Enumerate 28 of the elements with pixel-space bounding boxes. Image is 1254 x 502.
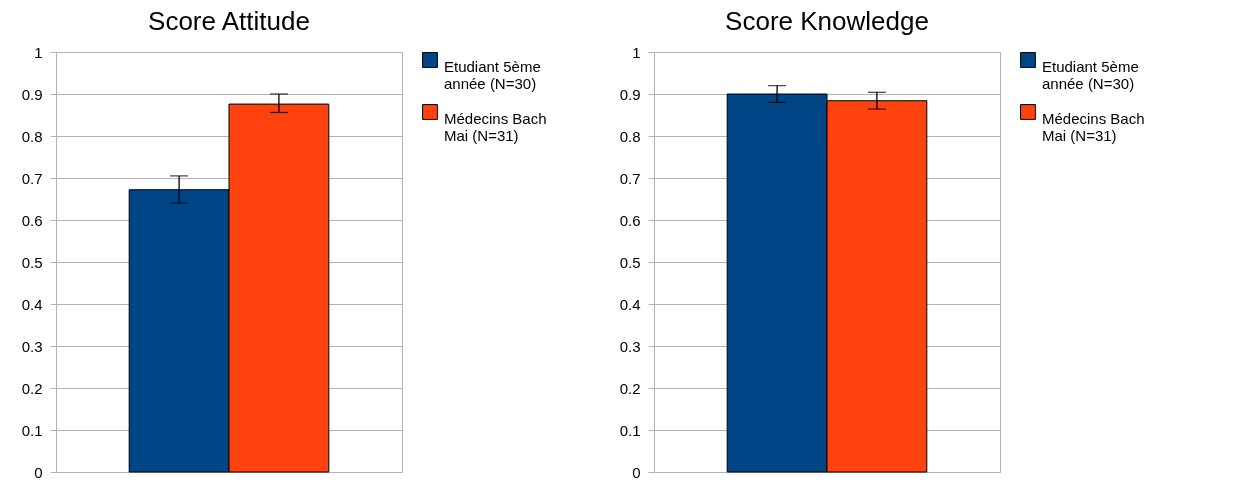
chart-title: Score Attitude	[148, 6, 310, 36]
y-tick-label: 0.9	[619, 85, 641, 103]
y-tick-label: 0.4	[21, 295, 43, 313]
y-tick-label: 0.1	[21, 421, 43, 439]
y-tick-label: 0.7	[619, 169, 641, 187]
legend-label: Médecins Bach Mai (N=31)	[1042, 110, 1145, 144]
y-tick-label: 0.9	[21, 85, 43, 103]
y-tick-label: 0	[632, 463, 641, 481]
chart-title: Score Knowledge	[725, 6, 929, 36]
legend-label: Etudiant 5ème année (N=30)	[1042, 58, 1139, 92]
y-tick-label: 0.5	[619, 253, 641, 271]
y-tick-label: 0.2	[619, 379, 641, 397]
y-tick-label: 0.1	[619, 421, 641, 439]
y-tick-label: 0.2	[21, 379, 43, 397]
y-tick-label: 0.6	[21, 211, 43, 229]
y-tick-label: 0.3	[21, 337, 43, 355]
y-tick-label: 0.3	[619, 337, 641, 355]
y-tick-label: 0.4	[619, 295, 641, 313]
y-tick-label: 0.7	[21, 169, 43, 187]
y-tick-label: 0.5	[21, 253, 43, 271]
legend-label: Médecins Bach Mai (N=31)	[444, 110, 547, 144]
y-tick-label: 0.6	[619, 211, 641, 229]
y-tick-label: 1	[34, 43, 43, 61]
y-tick-label: 1	[632, 43, 641, 61]
legend-label: Etudiant 5ème année (N=30)	[444, 58, 541, 92]
y-tick-label: 0.8	[619, 127, 641, 145]
y-tick-label: 0.8	[21, 127, 43, 145]
y-tick-label: 0	[34, 463, 43, 481]
